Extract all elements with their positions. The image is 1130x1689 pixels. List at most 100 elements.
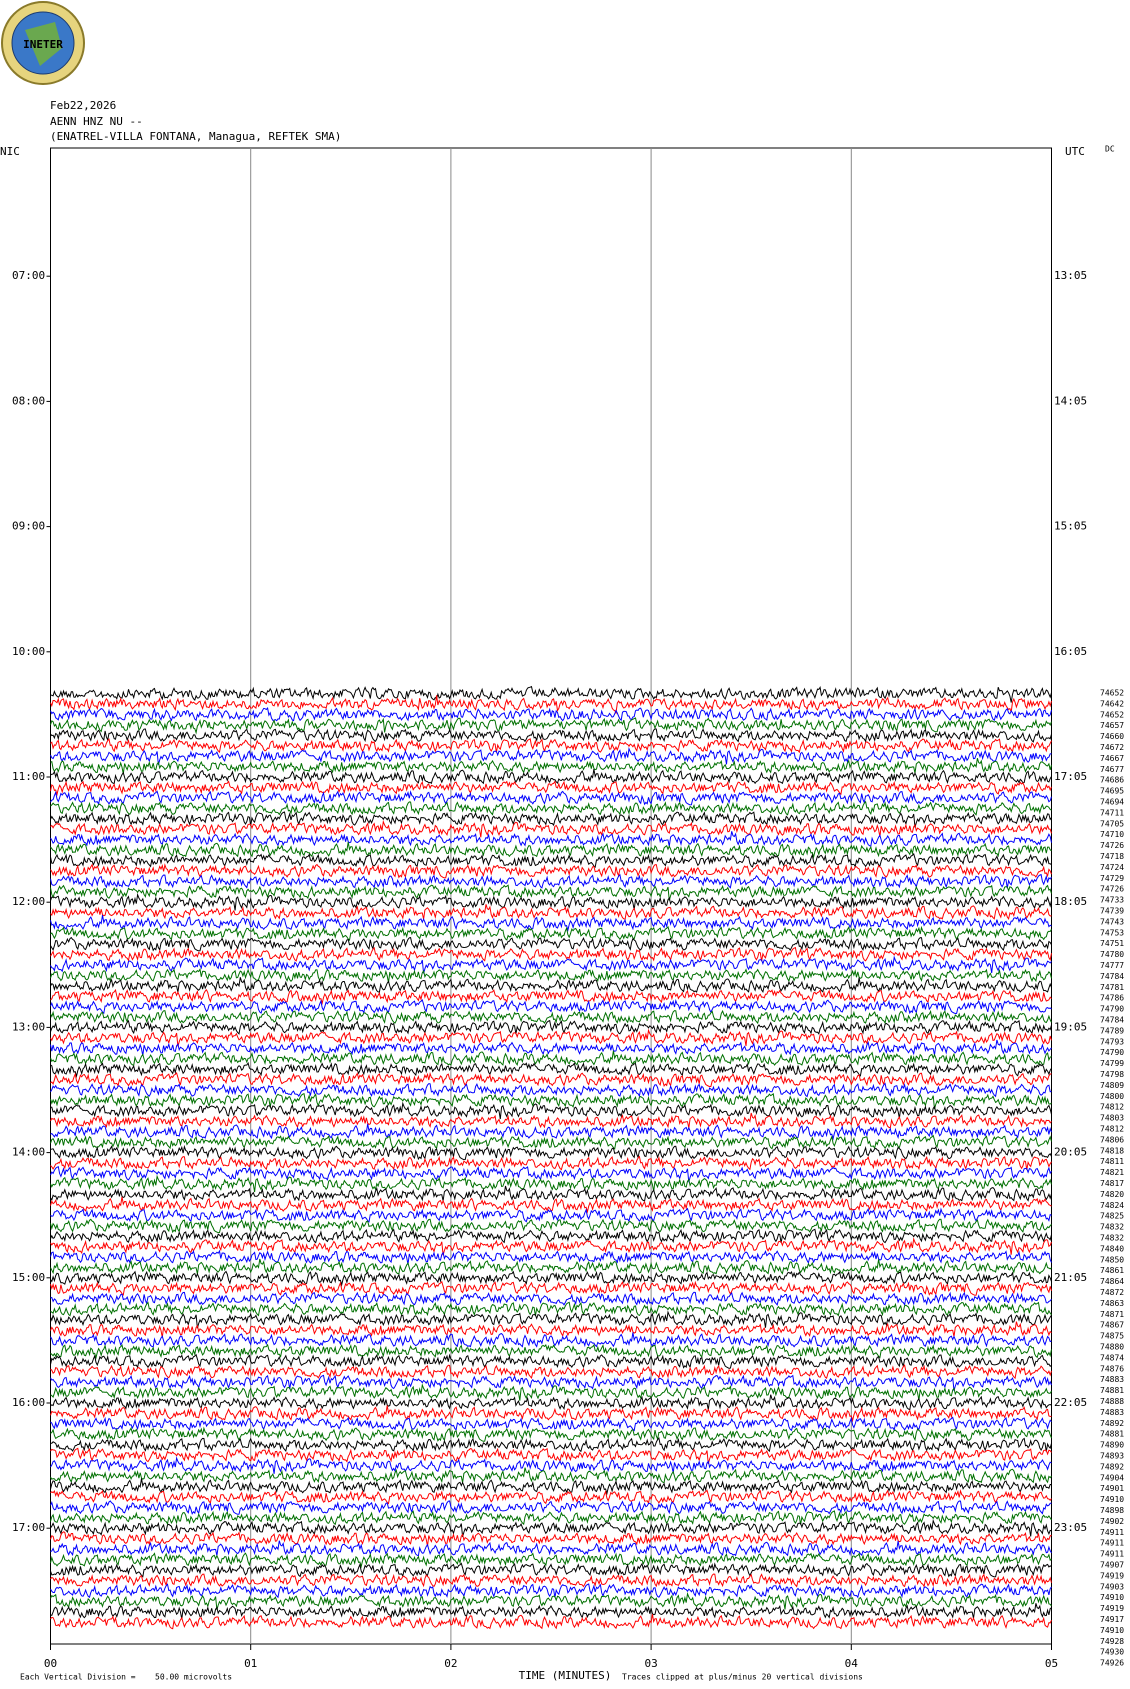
right-hour-label: 21:05: [1054, 1271, 1087, 1284]
right-hour-label: 16:05: [1054, 645, 1087, 658]
trace: [50, 1009, 1052, 1025]
trace: [50, 1552, 1052, 1569]
left-hour-label: 11:00: [12, 770, 45, 783]
trace-label: 74824: [1100, 1201, 1124, 1210]
trace: [50, 758, 1052, 775]
trace-label: 74881: [1100, 1386, 1124, 1395]
trace: [50, 695, 1052, 715]
trace: [50, 1364, 1052, 1380]
trace-label: 74840: [1100, 1244, 1124, 1253]
trace: [50, 728, 1052, 743]
trace: [50, 1531, 1052, 1547]
right-hour-label: 23:05: [1054, 1521, 1087, 1534]
trace: [50, 1394, 1052, 1411]
trace: [50, 915, 1052, 933]
trace-label: 74818: [1100, 1146, 1124, 1155]
left-hour-label: 17:00: [12, 1521, 45, 1534]
trace-label: 74911: [1100, 1528, 1124, 1537]
trace-label: 74863: [1100, 1299, 1124, 1308]
trace: [50, 769, 1052, 785]
trace-label: 74784: [1100, 972, 1124, 981]
trace-label: 74881: [1100, 1430, 1124, 1439]
trace-label: 74930: [1100, 1648, 1124, 1657]
trace: [50, 1185, 1052, 1202]
trace: [50, 1301, 1052, 1317]
header-location: (ENATREL-VILLA FONTANA, Managua, REFTEK …: [50, 130, 341, 143]
trace: [50, 1228, 1052, 1244]
trace: [50, 842, 1052, 859]
trace: [50, 884, 1052, 901]
x-tick-label: 01: [244, 1657, 257, 1670]
trace-label: 74705: [1100, 819, 1124, 828]
x-tick-label: 03: [644, 1657, 657, 1670]
trace: [50, 1218, 1052, 1234]
trace: [50, 1426, 1052, 1442]
trace: [50, 1467, 1052, 1484]
left-hour-label: 10:00: [12, 645, 45, 658]
trace: [50, 1562, 1052, 1578]
trace-label: 74876: [1100, 1364, 1124, 1373]
trace-label: 74739: [1100, 907, 1124, 916]
trace: [50, 904, 1052, 920]
trace-label: 74820: [1100, 1190, 1124, 1199]
trace: [50, 967, 1052, 983]
trace-label: 74726: [1100, 885, 1124, 894]
trace-label: 74751: [1100, 939, 1124, 948]
trace-label: 74919: [1100, 1571, 1124, 1580]
trace-label: 74926: [1100, 1659, 1124, 1668]
trace: [50, 800, 1052, 816]
trace-label: 74911: [1100, 1539, 1124, 1548]
trace: [50, 1510, 1052, 1526]
trace-label: 74780: [1100, 950, 1124, 959]
trace-label: 74907: [1100, 1561, 1124, 1570]
trace-label: 74677: [1100, 765, 1124, 774]
trace-label: 74917: [1100, 1615, 1124, 1624]
trace: [50, 1456, 1052, 1474]
trace: [50, 1165, 1052, 1183]
footer-clip-note: Traces clipped at plus/minus 20 vertical…: [622, 1673, 863, 1682]
trace: [50, 717, 1052, 735]
trace-label: 74718: [1100, 852, 1124, 861]
trace-label: 74919: [1100, 1604, 1124, 1613]
trace-label: 74832: [1100, 1223, 1124, 1232]
trace-label: 74911: [1100, 1550, 1124, 1559]
trace-label: 74790: [1100, 1048, 1124, 1057]
trace: [50, 1092, 1052, 1110]
trace-label: 74652: [1100, 710, 1124, 719]
trace: [50, 1332, 1052, 1348]
trace: [50, 1280, 1052, 1296]
trace-label: 74799: [1100, 1059, 1124, 1068]
footer-division-value: 50.00 microvolts: [155, 1673, 232, 1682]
trace-label: 74893: [1100, 1452, 1124, 1461]
trace-label: 74904: [1100, 1473, 1124, 1482]
x-tick-label: 05: [1045, 1657, 1058, 1670]
trace-label: 74694: [1100, 798, 1124, 807]
trace-label: 74880: [1100, 1343, 1124, 1352]
trace-label: 74910: [1100, 1495, 1124, 1504]
trace-label: 74710: [1100, 830, 1124, 839]
trace-label: 74832: [1100, 1234, 1124, 1243]
trace: [50, 707, 1052, 722]
trace-label: 74667: [1100, 754, 1124, 763]
right-hour-label: 17:05: [1054, 770, 1087, 783]
header-station: AENN HNZ NU --: [50, 115, 143, 128]
trace: [50, 955, 1052, 974]
trace-label: 74890: [1100, 1441, 1124, 1450]
footer-division-label: Each Vertical Division =: [20, 1673, 136, 1682]
trace: [50, 977, 1052, 993]
trace: [50, 1383, 1052, 1401]
trace-label: 74864: [1100, 1277, 1124, 1286]
trace: [50, 1196, 1052, 1214]
trace-label: 74892: [1100, 1419, 1124, 1428]
trace-label: 74875: [1100, 1332, 1124, 1341]
trace-label: 74711: [1100, 808, 1124, 817]
trace: [50, 1583, 1052, 1599]
trace-label: 74872: [1100, 1288, 1124, 1297]
left-hour-label: 08:00: [12, 394, 45, 407]
trace: [50, 1447, 1052, 1465]
left-hour-label: 07:00: [12, 269, 45, 282]
right-hour-label: 13:05: [1054, 269, 1087, 282]
plot-frame: [50, 147, 1052, 1645]
trace-label: 74892: [1100, 1462, 1124, 1471]
trace-label: 74781: [1100, 983, 1124, 992]
